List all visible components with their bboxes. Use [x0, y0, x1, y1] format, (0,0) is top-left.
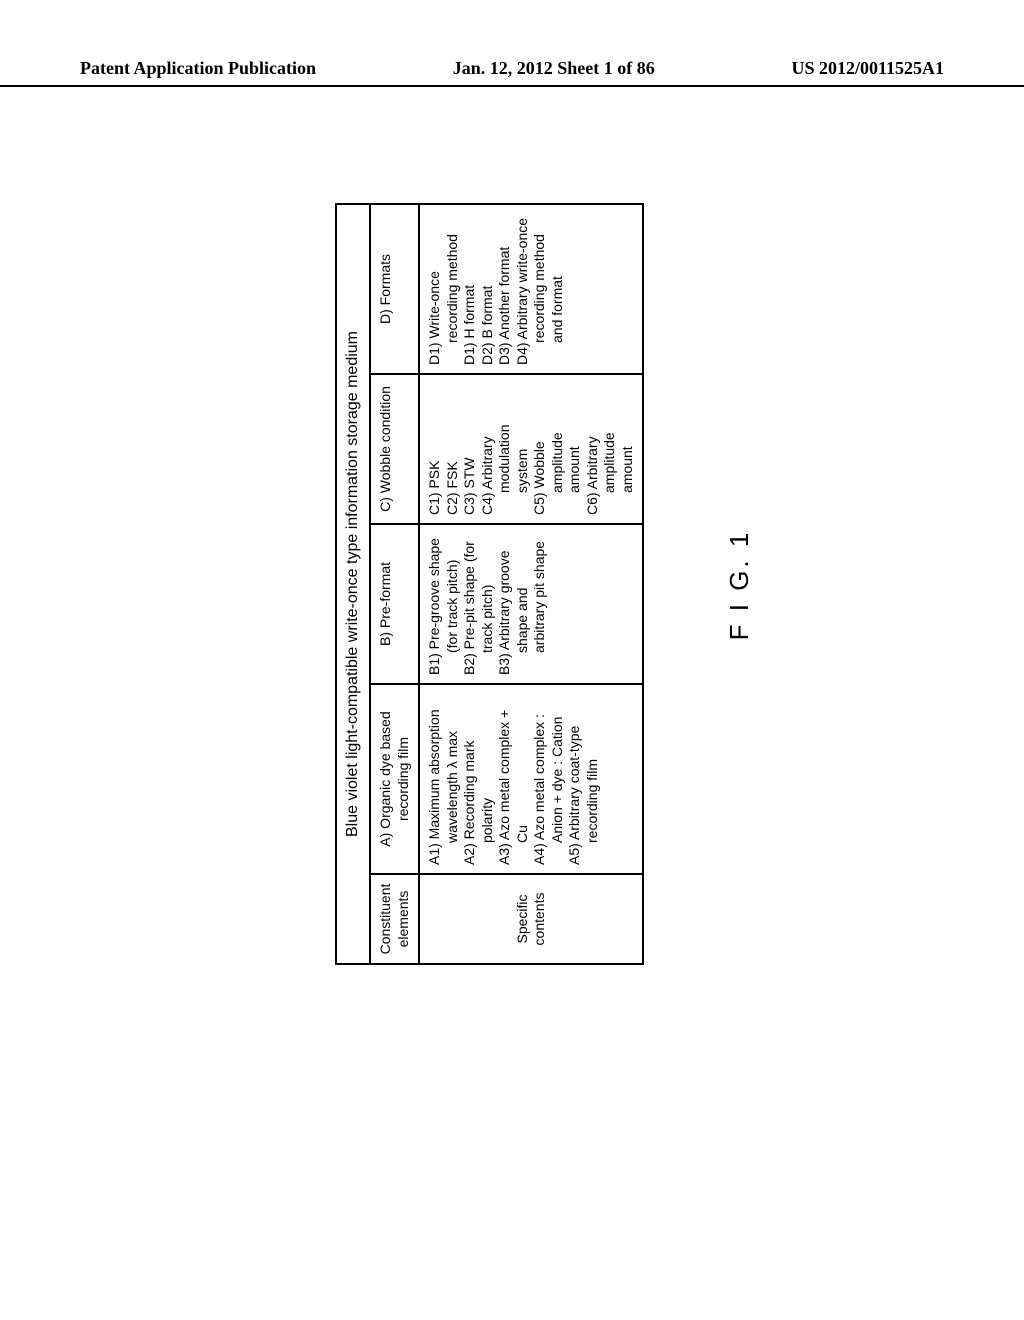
list-item: C6) Arbitrary amplitude amount — [584, 383, 637, 515]
figure-area: Blue violet light-compatible write-once … — [130, 330, 900, 840]
cell-a: A1) Maximum absorption wavelength λ max … — [419, 684, 643, 874]
list-item: D2) B format — [479, 213, 497, 365]
cell-b: B1) Pre-groove shape (for track pitch) B… — [419, 524, 643, 684]
list-item: B3) Arbitrary groove shape and arbitrary… — [496, 533, 549, 675]
list-item: D1) Write-once recording method — [426, 213, 461, 365]
cell-a-list: A1) Maximum absorption wavelength λ max … — [426, 693, 601, 865]
list-item: A1) Maximum absorption wavelength λ max — [426, 693, 461, 865]
list-item: C5) Wobble amplitude amount — [531, 383, 584, 515]
list-item: A2) Recording mark polarity — [461, 693, 496, 865]
figure-caption: F I G. 1 — [724, 530, 755, 641]
col-header-c: C) Wobble condition — [370, 374, 419, 524]
table-title: Blue violet light-compatible write-once … — [336, 204, 370, 964]
list-item: A5) Arbitrary coat-type recording film — [566, 693, 601, 865]
list-item: D4) Arbitrary write-once recording metho… — [514, 213, 567, 365]
header-center: Jan. 12, 2012 Sheet 1 of 86 — [453, 58, 655, 79]
list-item: B2) Pre-pit shape (for track pitch) — [461, 533, 496, 675]
list-item: C3) STW — [461, 383, 479, 515]
cell-d: D1) Write-once recording method D1) H fo… — [419, 204, 643, 374]
list-item: B1) Pre-groove shape (for track pitch) — [426, 533, 461, 675]
list-item: D3) Another format — [496, 213, 514, 365]
col-header-a: A) Organic dye based recording film — [370, 684, 419, 874]
row-label-constituent: Constituent elements — [370, 874, 419, 964]
cell-c-list: C1) PSK C2) FSK C3) STW C4) Arbitrary mo… — [426, 383, 636, 515]
header-left: Patent Application Publication — [80, 58, 316, 79]
cell-b-list: B1) Pre-groove shape (for track pitch) B… — [426, 533, 549, 675]
list-item: C1) PSK — [426, 383, 444, 515]
list-item: A3) Azo metal complex + Cu — [496, 693, 531, 865]
page-header: Patent Application Publication Jan. 12, … — [0, 58, 1024, 87]
col-header-d: D) Formats — [370, 204, 419, 374]
row-label-specific: Specific contents — [419, 874, 643, 964]
figure-table: Blue violet light-compatible write-once … — [335, 203, 644, 965]
cell-d-list: D1) Write-once recording method D1) H fo… — [426, 213, 566, 365]
list-item: C2) FSK — [444, 383, 462, 515]
figure-table-wrapper: Blue violet light-compatible write-once … — [335, 205, 695, 965]
list-item: D1) H format — [461, 213, 479, 365]
cell-c: C1) PSK C2) FSK C3) STW C4) Arbitrary mo… — [419, 374, 643, 524]
list-item: C4) Arbitrary modulation system — [479, 383, 532, 515]
list-item: A4) Azo metal complex : Anion + dye : Ca… — [531, 693, 566, 865]
header-right: US 2012/0011525A1 — [791, 58, 944, 79]
col-header-b: B) Pre-format — [370, 524, 419, 684]
